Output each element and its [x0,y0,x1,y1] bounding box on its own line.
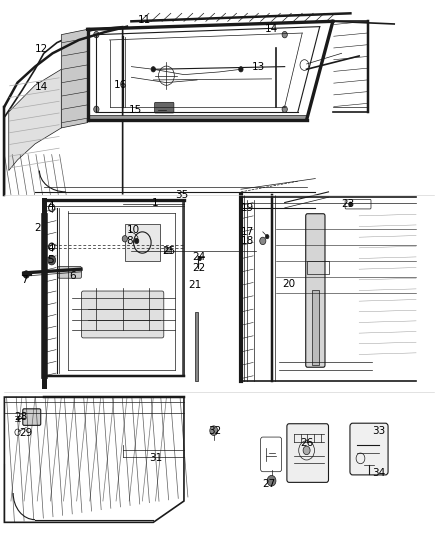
Text: 10: 10 [127,225,140,235]
Circle shape [134,238,139,244]
Text: 14: 14 [35,82,48,92]
Text: 12: 12 [35,44,48,54]
Text: 32: 32 [208,426,221,435]
Polygon shape [9,69,61,171]
Text: 14: 14 [265,25,278,34]
Text: 31: 31 [149,454,162,463]
Text: 27: 27 [263,479,276,489]
Circle shape [210,426,218,435]
Bar [312,290,319,365]
Text: 34: 34 [372,469,385,478]
Text: 6: 6 [69,271,76,281]
FancyBboxPatch shape [58,266,81,278]
Text: 28: 28 [14,412,28,422]
Bar [88,115,307,120]
Text: 21: 21 [188,280,201,290]
Text: 16: 16 [114,80,127,90]
FancyBboxPatch shape [287,424,328,482]
Text: 15: 15 [129,105,142,115]
Bar [41,213,47,378]
Polygon shape [125,224,160,261]
Text: 35: 35 [175,190,188,199]
Circle shape [349,202,352,206]
FancyBboxPatch shape [306,214,325,367]
Circle shape [260,237,266,245]
Bar [307,261,328,274]
FancyBboxPatch shape [155,102,174,113]
Text: 4: 4 [47,201,54,211]
Text: 1: 1 [152,198,159,207]
Text: 18: 18 [241,236,254,246]
Text: 25: 25 [162,246,175,255]
Text: 13: 13 [252,62,265,71]
Polygon shape [61,29,88,128]
Circle shape [267,475,276,486]
Text: 2: 2 [34,223,41,232]
Text: 8: 8 [126,236,133,246]
FancyBboxPatch shape [23,409,41,425]
Text: 22: 22 [193,263,206,272]
Circle shape [151,67,155,72]
Text: 20: 20 [283,279,296,288]
Circle shape [282,31,287,38]
Text: 19: 19 [241,203,254,213]
Circle shape [303,446,310,455]
Text: 24: 24 [193,252,206,262]
FancyBboxPatch shape [350,423,388,475]
Circle shape [122,236,127,242]
Circle shape [282,106,287,112]
Text: 29: 29 [19,429,32,438]
Circle shape [94,31,99,38]
Text: 11: 11 [138,15,151,25]
FancyBboxPatch shape [81,291,164,338]
Circle shape [265,235,269,239]
Text: 4: 4 [47,244,54,253]
Text: 5: 5 [47,255,54,265]
Text: 7: 7 [21,275,28,285]
Circle shape [239,67,243,72]
Circle shape [198,256,201,261]
Text: 17: 17 [241,227,254,237]
Circle shape [23,271,29,278]
Text: 26: 26 [300,439,313,448]
Bar [164,247,171,253]
Bar [195,312,198,381]
Text: 23: 23 [342,199,355,208]
Circle shape [94,106,99,112]
Text: 33: 33 [372,426,385,435]
Circle shape [48,255,56,265]
